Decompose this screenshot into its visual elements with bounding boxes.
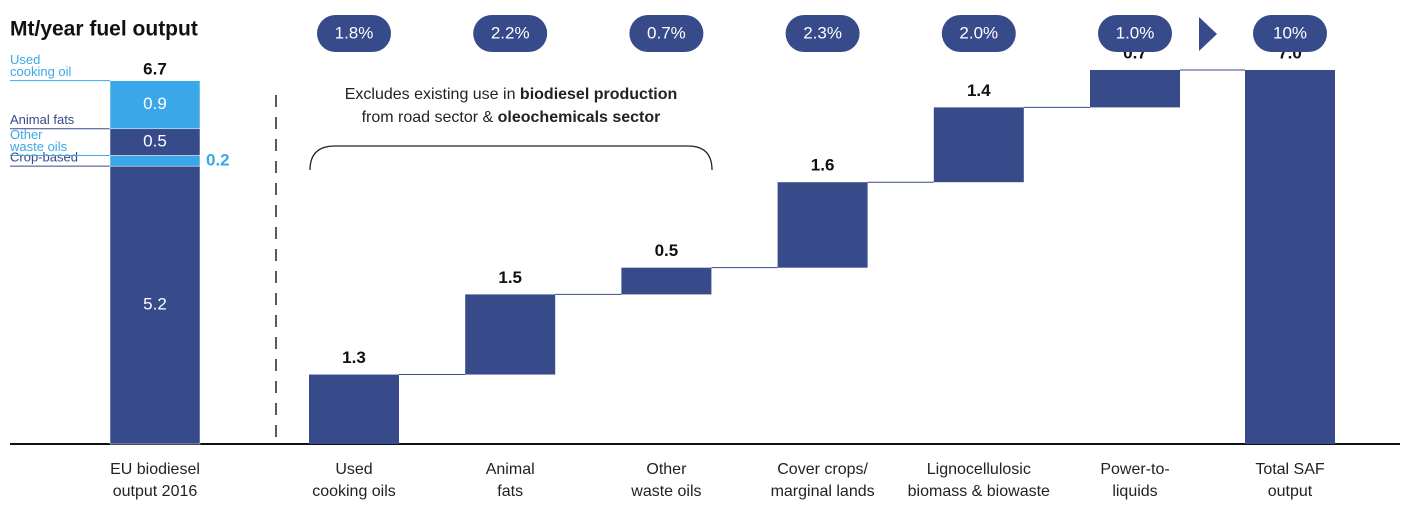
- x-tick-label: biomass & biowaste: [908, 483, 1050, 500]
- bar: [1090, 70, 1180, 108]
- badge: [785, 15, 860, 52]
- x-tick-label: output 2016: [113, 483, 198, 500]
- bracket: [309, 145, 713, 171]
- segment-label: 5.2: [143, 295, 167, 314]
- chart-title: Mt/year fuel output: [10, 18, 198, 41]
- annotation-part: Excludes existing use in: [345, 86, 520, 103]
- stack-segment: [109, 80, 201, 130]
- arrow: [1199, 17, 1217, 51]
- badge-label: 0.7%: [647, 23, 686, 42]
- x-tick-label: Total SAF: [1255, 461, 1325, 478]
- value-label: 1.3: [342, 348, 366, 367]
- total-label: 6.7: [143, 60, 167, 79]
- badge: [1098, 15, 1172, 52]
- x-tick-label: liquids: [1112, 483, 1157, 500]
- badge: [317, 15, 391, 52]
- x-tick-label: output: [1268, 483, 1313, 500]
- badge: [941, 15, 1016, 52]
- badge: [1253, 15, 1327, 52]
- x-tick-label: Cover crops/: [777, 461, 868, 478]
- bar: [777, 182, 868, 268]
- legend-label: Other: [10, 127, 43, 142]
- bar: [933, 107, 1024, 183]
- segment-label: 0.5: [143, 132, 167, 151]
- badge: [629, 15, 704, 52]
- badge-label: 1.8%: [335, 23, 374, 42]
- x-tick-label: Power-to-: [1100, 461, 1169, 478]
- x-tick-label: fats: [497, 483, 523, 500]
- value-label: 0.5: [655, 241, 679, 260]
- total-bar: [1245, 70, 1335, 444]
- annotation-part: biodiesel production: [520, 86, 677, 103]
- legend-label: Crop-based: [10, 150, 78, 165]
- legend-label: cooking oil: [10, 64, 72, 79]
- x-tick-label: Other: [646, 461, 687, 478]
- badge: [473, 15, 548, 52]
- x-tick-label: Lignocellulosic: [927, 461, 1031, 478]
- annotation-part: from road sector &: [362, 109, 498, 126]
- segment-label: 0.2: [206, 150, 230, 169]
- segment-label: 0.9: [143, 94, 167, 113]
- value-label: 1.5: [498, 268, 522, 287]
- x-tick-label: Animal: [486, 461, 535, 478]
- annotation-part: oleochemicals sector: [498, 109, 661, 126]
- stack-segment: [109, 155, 201, 167]
- value-label: 1.6: [811, 156, 835, 175]
- bar: [621, 267, 712, 295]
- stack-segment: [109, 128, 201, 156]
- legend-label: Used: [10, 52, 40, 67]
- stack-segment: [109, 165, 201, 445]
- x-tick-label: Used: [335, 461, 372, 478]
- badge-label: 2.2%: [491, 23, 530, 42]
- x-tick-label: EU biodiesel: [110, 461, 200, 478]
- value-label: 1.4: [967, 81, 991, 100]
- badge-label: 2.3%: [803, 23, 842, 42]
- x-tick-label: waste oils: [630, 483, 701, 500]
- legend-label: Animal fats: [10, 112, 75, 127]
- badge-label: 2.0%: [959, 23, 998, 42]
- legend-label: waste oils: [9, 139, 68, 154]
- badge-label: 10%: [1273, 23, 1307, 42]
- x-tick-label: cooking oils: [312, 483, 396, 500]
- bar: [309, 374, 399, 444]
- annotation: from road sector & oleochemicals sector: [362, 109, 661, 126]
- annotation: Excludes existing use in biodiesel produ…: [345, 86, 678, 103]
- badge-label: 1.0%: [1116, 23, 1155, 42]
- x-tick-label: marginal lands: [771, 483, 875, 500]
- bar: [465, 294, 556, 375]
